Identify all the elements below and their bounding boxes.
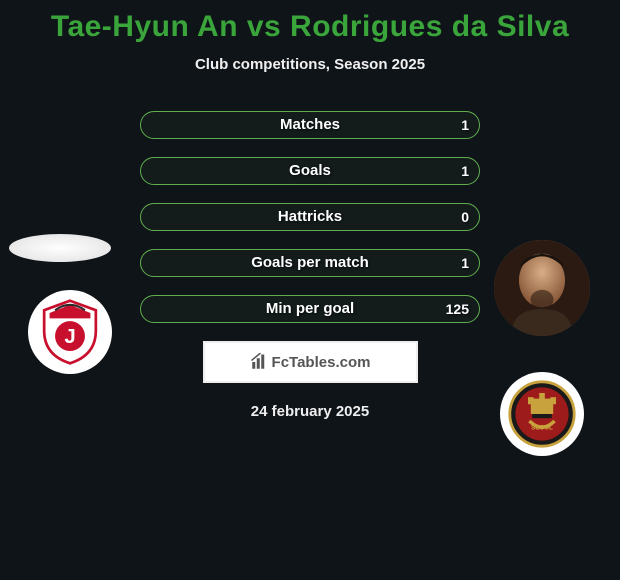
watermark: FcTables.com [203, 341, 418, 383]
stat-value-right: 1 [451, 158, 479, 184]
stat-label: Hattricks [141, 204, 479, 230]
subtitle: Club competitions, Season 2025 [0, 56, 620, 73]
bar-chart-icon [250, 353, 268, 371]
stat-label: Goals per match [141, 250, 479, 276]
stat-value-right: 1 [451, 250, 479, 276]
stat-value-right: 1 [451, 112, 479, 138]
stat-label: Min per goal [141, 296, 479, 322]
stat-row-min-per-goal: Min per goal 125 [140, 295, 480, 323]
seoul-crest-icon: SEOUL [507, 379, 577, 449]
comparison-card: Tae-Hyun An vs Rodrigues da Silva Club c… [0, 0, 620, 580]
player1-club-crest: J [28, 290, 112, 374]
page-title: Tae-Hyun An vs Rodrigues da Silva [0, 0, 620, 44]
stat-label: Matches [141, 112, 479, 138]
jeju-crest-icon: J [36, 298, 104, 366]
stat-bars: Matches 1 Goals 1 Hattricks 0 [140, 111, 480, 323]
stat-label: Goals [141, 158, 479, 184]
person-silhouette-icon [494, 240, 590, 336]
player1-avatar-placeholder [9, 234, 111, 262]
svg-text:J: J [64, 326, 75, 348]
stat-row-goals: Goals 1 [140, 157, 480, 185]
stat-value-right: 0 [451, 204, 479, 230]
player2-avatar [494, 240, 590, 336]
stat-value-right: 125 [436, 296, 479, 322]
content-area: J [0, 111, 620, 420]
svg-text:SEOUL: SEOUL [531, 424, 553, 431]
player2-club-crest: SEOUL [500, 372, 584, 456]
stat-row-matches: Matches 1 [140, 111, 480, 139]
watermark-text: FcTables.com [272, 354, 371, 371]
stat-row-hattricks: Hattricks 0 [140, 203, 480, 231]
stat-row-goals-per-match: Goals per match 1 [140, 249, 480, 277]
